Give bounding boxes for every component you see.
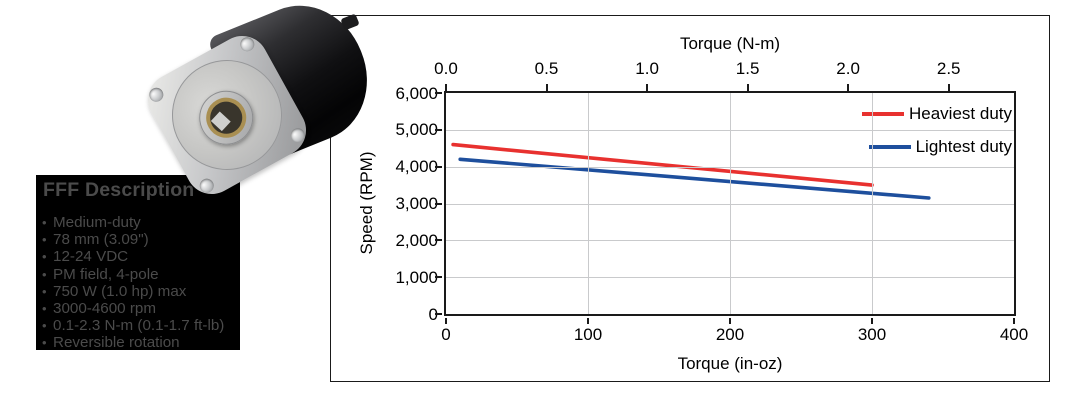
axis-tick: [445, 84, 447, 91]
axis-tick: [445, 318, 447, 324]
motor-hub: [189, 81, 263, 155]
spec-item: • 12-24 VDC: [42, 248, 240, 265]
tick-label: 0: [428, 304, 438, 324]
tick-label: 300: [857, 325, 887, 344]
top-axis-title: Torque (N-m): [679, 34, 781, 53]
spec-panel: FFF Description • Medium-duty • 78 mm (3.09…: [36, 175, 240, 350]
tick-label: 400: [999, 325, 1029, 344]
tick-label: 1.0: [635, 59, 659, 78]
legend-label: Heaviest duty: [909, 103, 1012, 123]
spec-list: • Medium-duty • 78 mm (3.09") • 12-24 VDC • PM …: [42, 214, 240, 350]
spec-item-text: 78 mm (3.09"): [53, 231, 149, 249]
tick-label: 2,000: [395, 230, 438, 250]
bullet-icon: •: [42, 249, 47, 265]
axis-tick: [435, 128, 442, 131]
bullet-icon: •: [42, 232, 47, 248]
legend-item: Lightest duty: [862, 130, 1012, 163]
bullet-icon: •: [42, 301, 47, 317]
legend-line-swatch: [862, 111, 904, 116]
spec-item: • Reversible rotation: [42, 334, 240, 350]
axis-tick: [587, 318, 589, 324]
spec-item-text: Reversible rotation: [53, 334, 180, 350]
tick-label: 0.0: [434, 59, 458, 78]
top-axis-tick-labels: 0.0 0.5 1.0 1.5 2.0 2.5: [434, 59, 1014, 78]
axis-tick: [947, 84, 950, 91]
spec-item-text: 750 W (1.0 hp) max: [53, 282, 187, 300]
spec-item-text: 12-24 VDC: [53, 248, 129, 266]
series-line-heaviest-duty: [451, 142, 874, 187]
axis-tick: [545, 84, 548, 91]
motor-shaft: [199, 90, 254, 145]
tick-label: 2.0: [836, 59, 860, 78]
spec-item: • 0.1-2.3 N-m (0.1-1.7 ft-lb): [42, 317, 240, 334]
spec-item: • Medium-duty: [42, 214, 240, 231]
axis-tick: [435, 165, 442, 168]
axis-tick: [435, 313, 442, 315]
axis-tick: [435, 202, 442, 205]
chart-box: Torque (N-m) 0.0 0.5 1.0 1.5 2.0 2.5 0 1,000 2,…: [330, 15, 1050, 382]
bullet-icon: •: [42, 318, 47, 334]
gridline: [872, 93, 873, 314]
spec-item-text: 0.1-2.3 N-m (0.1-1.7 ft-lb): [53, 317, 225, 335]
spec-item: • 3000-4600 rpm: [42, 300, 240, 317]
legend-line-swatch: [868, 144, 911, 149]
tick-label: 0.5: [534, 59, 559, 78]
bottom-axis-tick-labels: 0 100 200 300 400: [441, 325, 1028, 344]
tick-label: 4,000: [395, 157, 438, 177]
axis-tick: [435, 239, 442, 242]
motor-photo: [138, 0, 387, 204]
spec-item-text: Medium-duty: [53, 214, 141, 231]
tick-label: 2.5: [936, 59, 961, 78]
tick-label: 200: [715, 325, 745, 344]
spec-item: • PM field, 4-pole: [42, 266, 240, 283]
tick-label: 3,000: [395, 194, 438, 213]
tick-label: 6,000: [395, 83, 438, 103]
tick-label: 1.5: [735, 59, 760, 78]
motor-keyway: [210, 111, 231, 132]
axis-tick: [646, 84, 649, 91]
tick-label: 5,000: [395, 120, 438, 140]
bullet-icon: •: [42, 335, 47, 350]
spec-item-text: 3000-4600 rpm: [53, 300, 157, 318]
bottom-axis-title: Torque (in-oz): [677, 354, 783, 373]
bullet-icon: •: [42, 266, 47, 282]
series-lines: [451, 142, 931, 200]
bullet-icon: •: [42, 215, 47, 230]
gridline: [730, 93, 731, 314]
legend: Heaviest duty Lightest duty: [862, 97, 1012, 163]
spec-panel-title: FFF Description: [43, 179, 195, 201]
axis-tick: [746, 84, 749, 91]
y-axis-tick-labels: 0 1,000 2,000 3,000 4,000 5,000 6,000: [331, 85, 438, 324]
motor-mount-hole: [237, 34, 257, 54]
bullet-icon: •: [42, 283, 47, 299]
axis-tick: [435, 276, 442, 279]
plot-area: Heaviest duty Lightest duty: [435, 84, 1016, 324]
spec-item-text: PM field, 4-pole: [53, 265, 159, 283]
axis-tick: [871, 318, 873, 324]
tick-label: 1,000: [395, 267, 438, 287]
spec-item: • 78 mm (3.09"): [42, 231, 240, 248]
axis-tick: [1013, 318, 1015, 324]
series-line-lightest-duty: [458, 157, 931, 200]
tick-label: 0: [441, 325, 451, 344]
motor-terminal-nub: [340, 13, 360, 31]
axis-tick: [729, 318, 731, 324]
gridline: [588, 93, 589, 314]
axis-tick: [435, 92, 442, 94]
legend-label: Lightest duty: [915, 136, 1012, 156]
tick-label: 100: [573, 325, 603, 344]
motor-mount-hole: [146, 85, 166, 105]
legend-item: Heaviest duty: [862, 97, 1012, 130]
axis-tick: [847, 84, 850, 91]
spec-item: • 750 W (1.0 hp) max: [42, 283, 240, 300]
